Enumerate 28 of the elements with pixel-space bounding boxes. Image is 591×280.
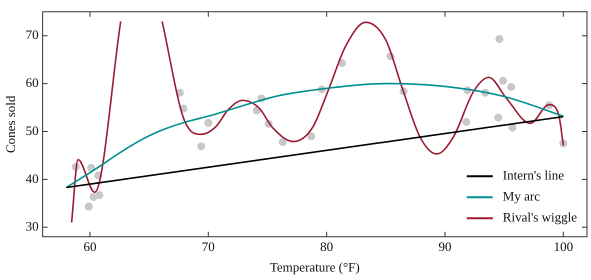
x-tick-label: 100 — [554, 239, 574, 254]
point — [495, 35, 504, 44]
y-tick-label: 30 — [26, 218, 39, 234]
point — [307, 132, 316, 140]
point — [508, 124, 516, 132]
x-tick-label: 80 — [320, 239, 334, 254]
point — [95, 191, 104, 200]
line-series — [65, 82, 564, 188]
x-axis-title: Temperature (°F) — [270, 260, 360, 275]
legend-label: Intern's line — [502, 168, 564, 183]
point — [278, 138, 287, 146]
y-axis-title: Cones sold — [3, 95, 18, 154]
point — [462, 118, 470, 126]
x-tick-label: 60 — [83, 239, 96, 254]
point — [197, 142, 206, 150]
legend-label: My arc — [502, 188, 540, 204]
point — [498, 76, 507, 85]
point — [204, 118, 212, 127]
point — [84, 202, 93, 211]
point — [507, 82, 516, 91]
x-tick-label: 90 — [438, 239, 452, 254]
y-tick-label: 40 — [26, 170, 39, 186]
point — [494, 114, 502, 122]
x-tick-label: 70 — [202, 239, 215, 254]
y-tick-label: 50 — [26, 122, 39, 138]
legend-label: Rival's wiggle — [502, 210, 578, 225]
y-tick-label: 70 — [26, 27, 39, 42]
y-tick-label: 60 — [26, 75, 39, 90]
